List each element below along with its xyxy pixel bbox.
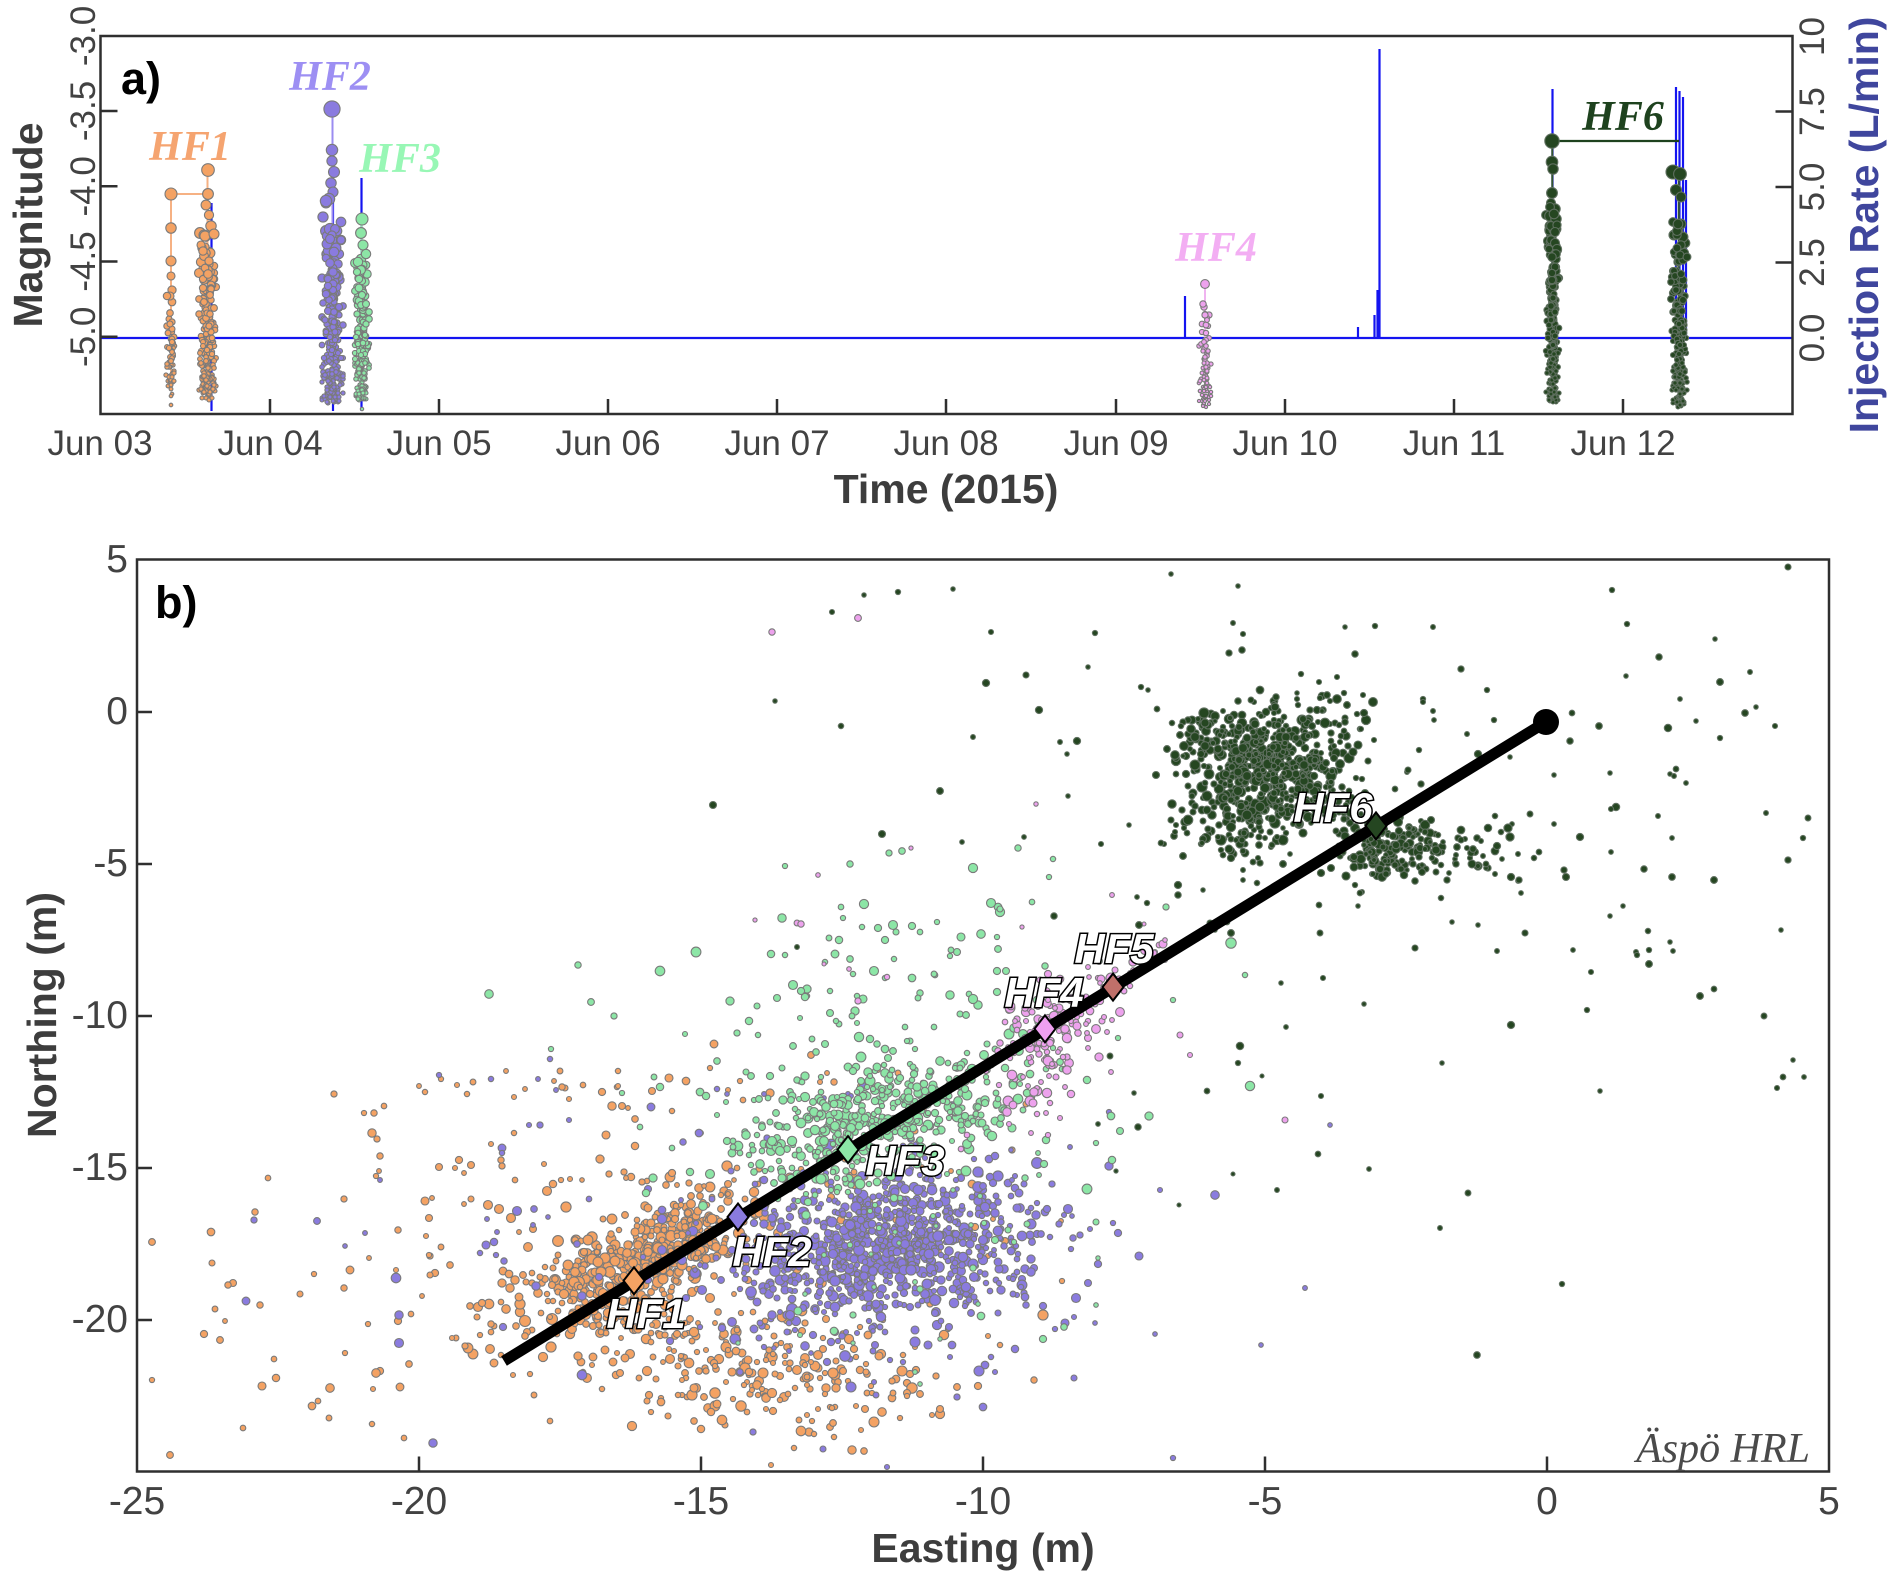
svg-text:Jun 12: Jun 12: [1570, 424, 1675, 463]
svg-text:7.5: 7.5: [1793, 87, 1832, 136]
svg-text:Jun 10: Jun 10: [1232, 424, 1337, 463]
svg-text:2.5: 2.5: [1793, 238, 1832, 287]
svg-text:Jun 03: Jun 03: [47, 424, 152, 463]
svg-text:Jun 07: Jun 07: [724, 424, 829, 463]
svg-text:10: 10: [1793, 17, 1832, 56]
svg-text:Jun 11: Jun 11: [1403, 424, 1506, 463]
svg-text:HF1: HF1: [148, 124, 231, 170]
svg-text:-3.5: -3.5: [64, 81, 103, 141]
svg-text:Jun 04: Jun 04: [217, 424, 322, 463]
svg-text:Injection Rate (L/min): Injection Rate (L/min): [1841, 17, 1887, 434]
svg-text:-5.0: -5.0: [64, 307, 103, 367]
svg-text:-4.5: -4.5: [64, 231, 103, 291]
svg-text:Jun 08: Jun 08: [893, 424, 998, 463]
svg-text:Jun 09: Jun 09: [1063, 424, 1168, 463]
svg-text:-3.0: -3.0: [64, 6, 103, 66]
svg-text:HF4: HF4: [1174, 225, 1257, 271]
svg-text:Magnitude: Magnitude: [5, 123, 51, 328]
svg-text:a): a): [121, 53, 161, 104]
svg-text:Jun 05: Jun 05: [386, 424, 491, 463]
svg-text:HF2: HF2: [288, 54, 371, 100]
svg-text:Time (2015): Time (2015): [834, 466, 1059, 512]
svg-text:0.0: 0.0: [1793, 314, 1832, 363]
svg-text:HF3: HF3: [358, 136, 441, 182]
svg-text:HF6: HF6: [1581, 94, 1664, 140]
svg-text:Jun 06: Jun 06: [555, 424, 660, 463]
svg-text:5.0: 5.0: [1793, 163, 1832, 212]
svg-text:-4.0: -4.0: [64, 156, 103, 216]
